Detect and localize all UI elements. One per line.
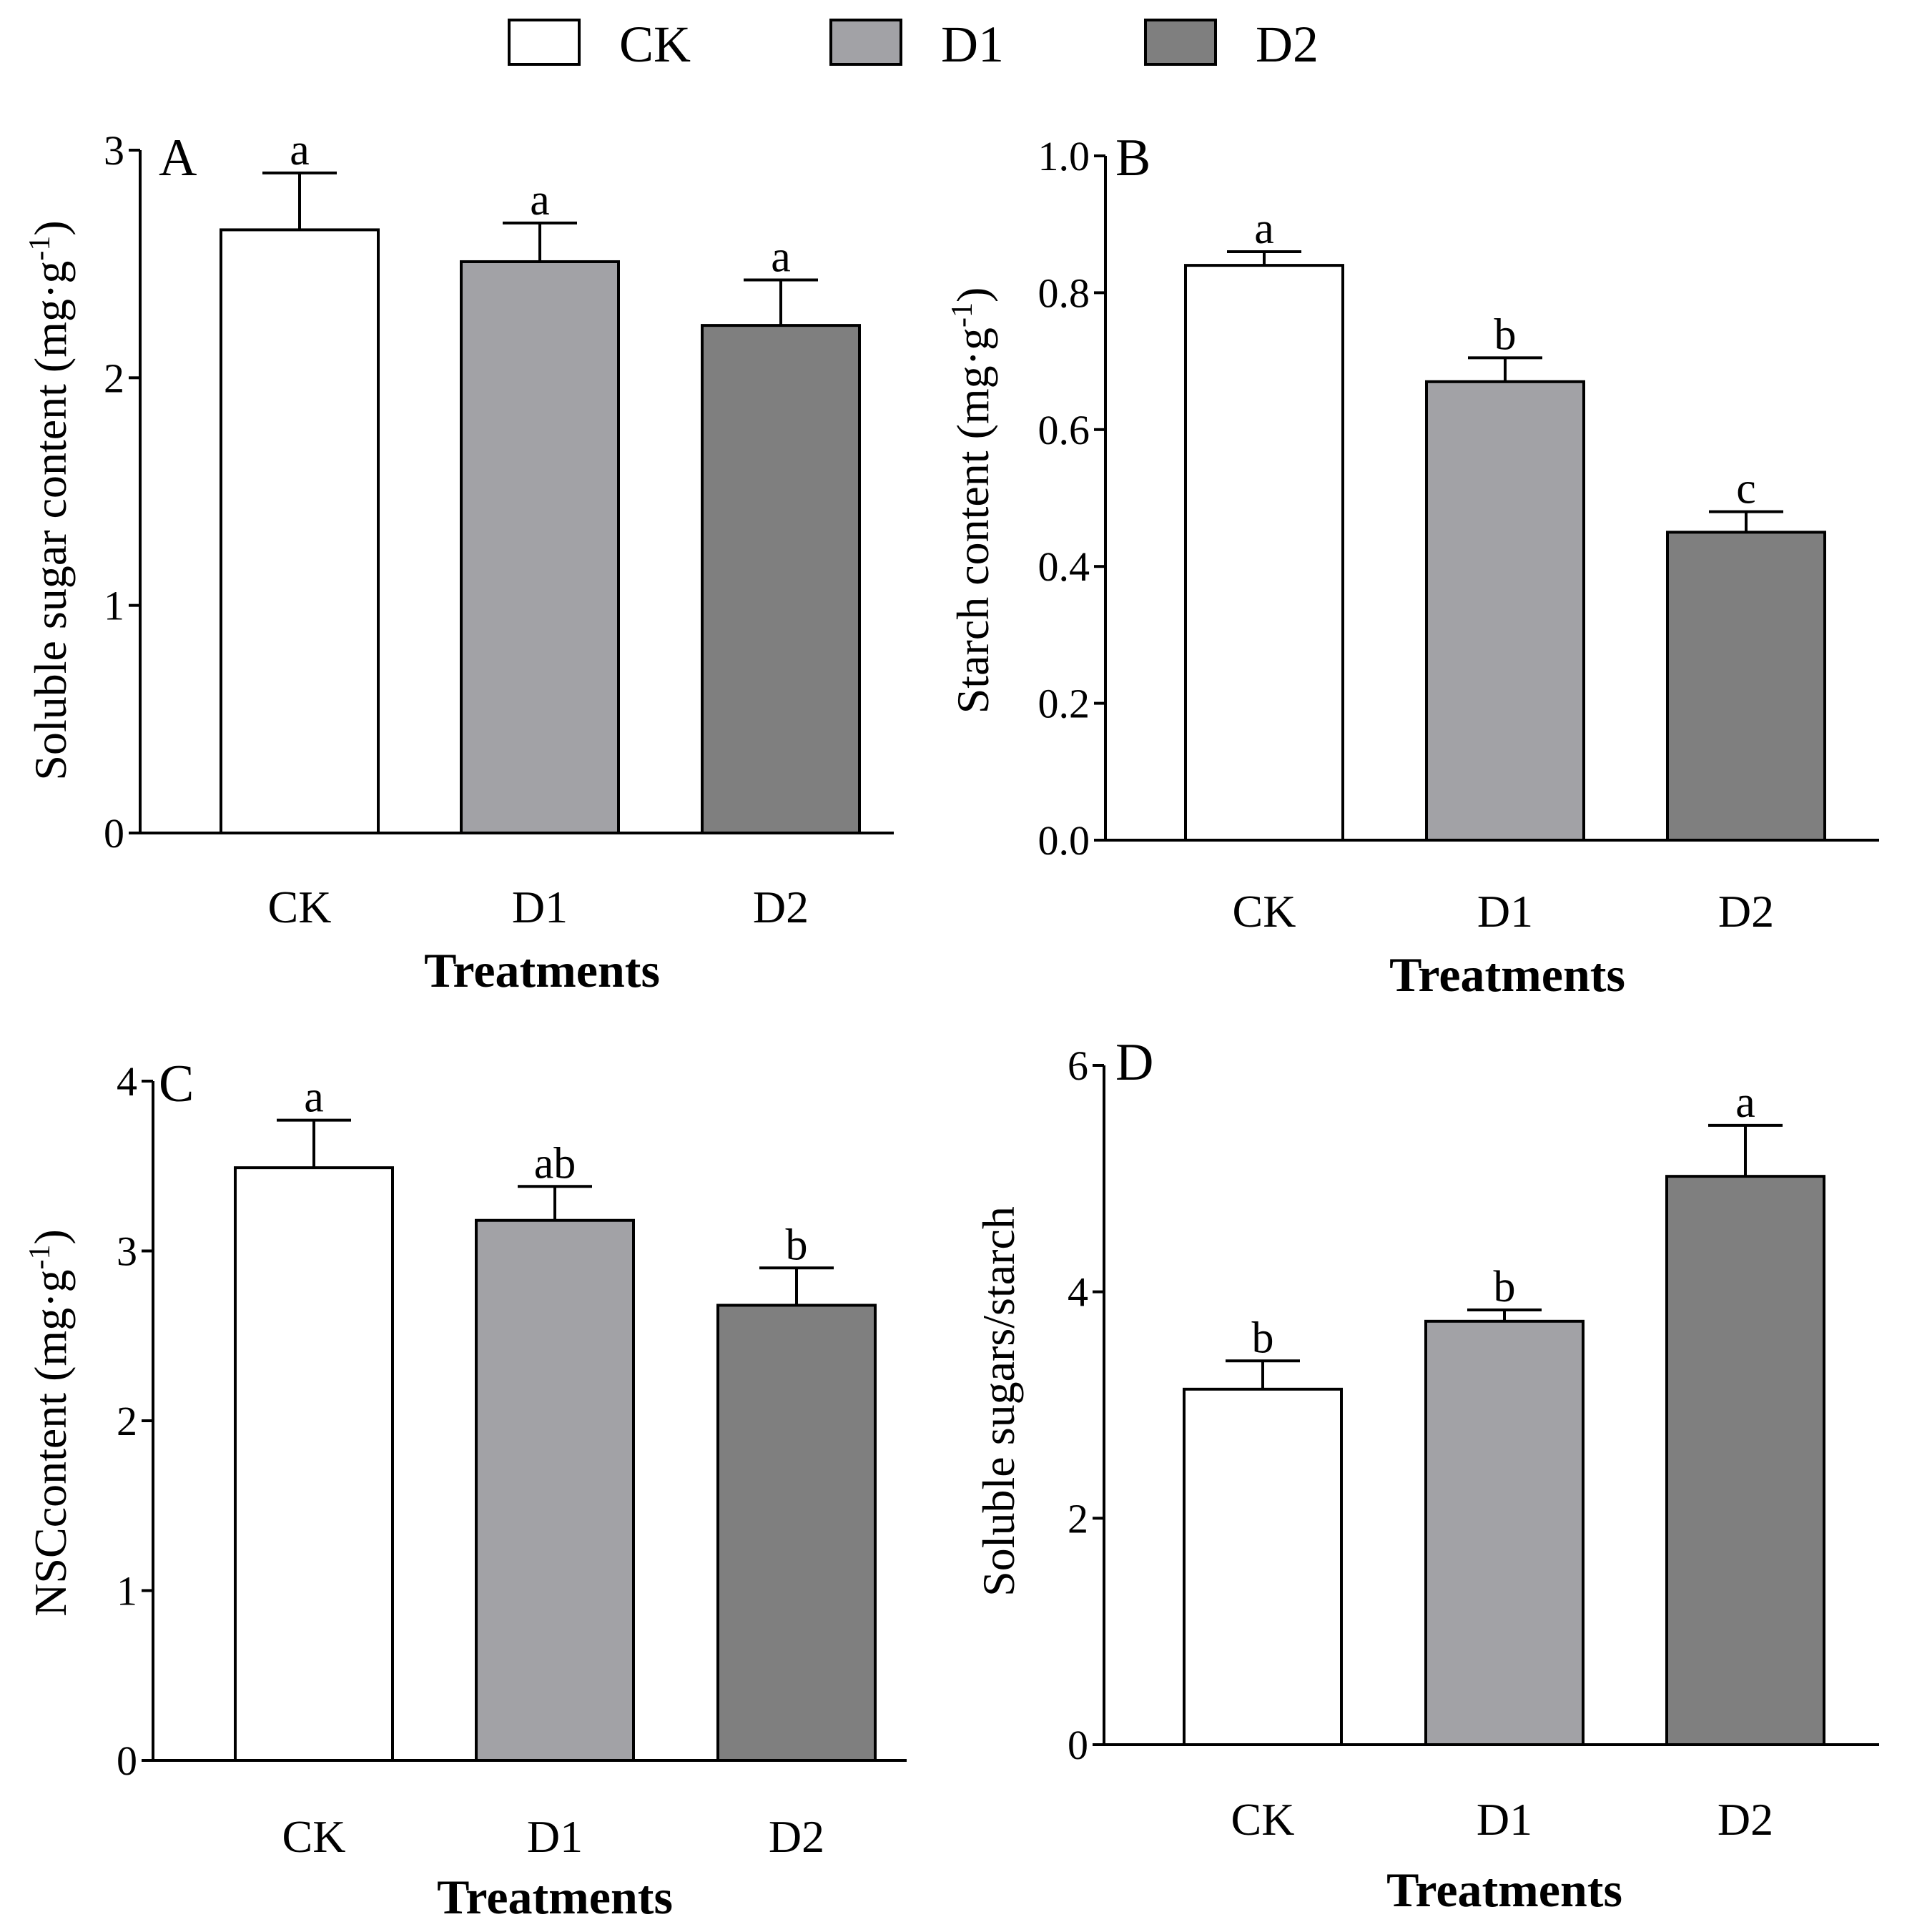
legend-swatch-ck	[508, 19, 581, 66]
y-tick-label: 0.6	[1038, 407, 1090, 453]
significance-label-d2: a	[1735, 1078, 1755, 1127]
bar-ck	[220, 228, 380, 834]
y-tick-label: 1.0	[1038, 133, 1090, 179]
legend-item-d1: D1	[829, 16, 1004, 73]
bar-d1	[1425, 380, 1585, 842]
x-axis-title-a: Treatments	[424, 943, 660, 997]
bar-d2	[716, 1303, 877, 1762]
y-tick-label: 1	[104, 583, 124, 629]
panel-letter-d: D	[1115, 1033, 1153, 1092]
y-tick-label: 0	[117, 1738, 137, 1784]
y-tick-label: 0.2	[1038, 681, 1090, 727]
significance-label-ck: a	[290, 126, 310, 174]
x-tick-label-d2: D2	[1718, 886, 1774, 937]
legend-item-d2: D2	[1144, 16, 1319, 73]
panel-letter-a: A	[159, 129, 197, 187]
y-tick-label: 3	[104, 127, 124, 174]
y-tick-label: 6	[1068, 1043, 1088, 1089]
y-axis-title-a: Soluble sugar content (mg·g-1)	[24, 220, 76, 780]
x-tick-label-d1: D1	[1477, 1794, 1532, 1845]
bar-d1	[475, 1218, 635, 1762]
y-tick-label: 2	[104, 355, 124, 401]
bar-ck	[1183, 1387, 1343, 1747]
y-tick-label: 0	[1068, 1722, 1088, 1768]
y-tick-label: 2	[1068, 1495, 1088, 1542]
y-tick-label: 2	[117, 1398, 137, 1444]
legend-label-d1: D1	[941, 16, 1004, 73]
y-tick-label: 0.0	[1038, 817, 1090, 864]
y-tick-label: 0	[104, 810, 124, 857]
x-tick-label-d2: D2	[769, 1811, 824, 1862]
panel-a: A Soluble sugar content (mg·g-1) Treatme…	[24, 126, 894, 997]
legend-swatch-d1	[829, 19, 902, 66]
x-tick-label-d1: D1	[527, 1811, 583, 1862]
x-tick-label-ck: CK	[1233, 886, 1296, 937]
y-tick-label: 4	[1068, 1269, 1088, 1316]
x-tick-label-ck: CK	[282, 1811, 346, 1862]
legend-label-ck: CK	[619, 16, 691, 73]
panel-letter-c: C	[159, 1055, 194, 1113]
panel-d: D Soluble sugars/starch Treatments b CK b D…	[973, 1033, 1879, 1917]
significance-label-d1: ab	[534, 1139, 576, 1188]
legend-swatch-d2	[1144, 19, 1217, 66]
y-axis-title-c: NSCcontent (mg·g-1)	[24, 1229, 76, 1617]
significance-label-d1: b	[1494, 310, 1517, 359]
y-axis-title-d: Soluble sugars/starch	[973, 1206, 1024, 1597]
significance-label-d2: b	[786, 1221, 808, 1269]
legend-item-ck: CK	[508, 16, 691, 73]
panel-b: B Starch content (mg·g-1) Treatments a CK…	[946, 129, 1879, 1002]
significance-label-d2: a	[771, 232, 791, 281]
legend-label-d2: D2	[1256, 16, 1319, 73]
x-tick-label-ck: CK	[1231, 1794, 1295, 1845]
bar-d1	[1424, 1319, 1585, 1747]
bar-d1	[460, 260, 620, 834]
bar-ck	[1184, 264, 1344, 842]
bar-d2	[1665, 1175, 1825, 1746]
x-tick-label-d2: D2	[1718, 1794, 1773, 1845]
y-tick-label: 1	[117, 1568, 137, 1615]
x-axis-title-d: Treatments	[1386, 1863, 1622, 1917]
significance-label-ck: a	[304, 1073, 324, 1122]
y-axis-title-b: Starch content (mg·g-1)	[946, 287, 998, 714]
significance-label-ck: a	[1254, 204, 1274, 253]
y-tick-label: 4	[117, 1058, 137, 1105]
x-axis-title-c: Treatments	[437, 1870, 673, 1924]
y-tick-label: 0.4	[1038, 543, 1090, 590]
bar-ck	[234, 1166, 394, 1762]
x-tick-label-ck: CK	[268, 882, 332, 932]
significance-label-ck: b	[1252, 1314, 1274, 1362]
panel-letter-b: B	[1115, 129, 1150, 187]
x-axis-title-b: Treatments	[1389, 947, 1625, 1002]
y-tick-label: 0.8	[1038, 270, 1090, 316]
bar-d2	[701, 324, 861, 835]
bar-d2	[1666, 531, 1826, 842]
legend: CK D1 D2	[508, 16, 1319, 73]
x-tick-label-d1: D1	[512, 882, 568, 932]
significance-label-d1: a	[530, 176, 550, 225]
x-tick-label-d1: D1	[1477, 886, 1533, 937]
y-tick-label: 3	[117, 1228, 137, 1275]
x-tick-label-d2: D2	[753, 882, 809, 932]
significance-label-d2: c	[1736, 465, 1756, 513]
significance-label-d1: b	[1494, 1263, 1516, 1311]
panel-c: C NSCcontent (mg·g-1) Treatments a CK ab D1…	[24, 1055, 907, 1924]
